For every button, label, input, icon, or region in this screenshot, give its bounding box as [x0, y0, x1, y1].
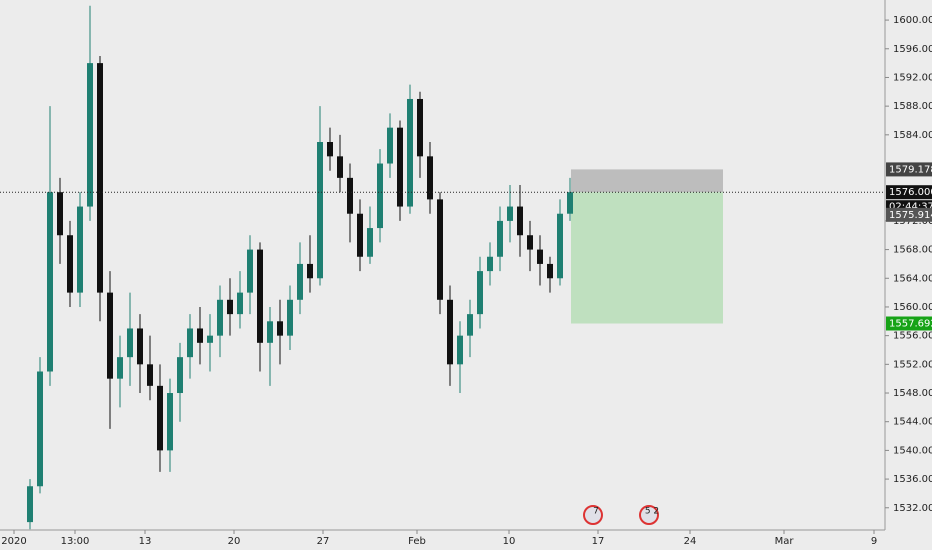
candle-body	[27, 486, 33, 523]
candle-body	[397, 127, 403, 207]
candle-body	[357, 213, 363, 257]
x-tick-label: 27	[317, 536, 330, 547]
price-label: 1557.692	[889, 319, 932, 330]
candle-body	[107, 292, 113, 379]
price-label: 1576.000	[889, 187, 932, 198]
price-label: 1579.178	[889, 164, 932, 175]
candle-body	[537, 249, 543, 264]
y-tick-label: 1568.000	[893, 245, 932, 256]
candle-body	[237, 292, 243, 315]
target-zone	[571, 192, 723, 324]
candle-body	[557, 213, 563, 279]
candle-body	[507, 206, 513, 221]
candle-body	[517, 206, 523, 236]
x-tick-label: 17	[592, 536, 605, 547]
candle-body	[227, 299, 233, 315]
x-tick-label: Feb	[408, 536, 426, 547]
countdown: 02:44:37	[889, 202, 932, 213]
x-tick-label: 24	[684, 536, 697, 547]
price-label-box	[886, 162, 932, 177]
candle-body	[267, 321, 273, 343]
candle-body	[257, 249, 263, 343]
event-icon	[639, 505, 659, 525]
candle-body	[147, 364, 153, 386]
candle-body	[87, 63, 93, 207]
candle-body	[307, 263, 313, 279]
candle-body	[97, 63, 103, 293]
x-tick-label: 9	[871, 536, 877, 547]
x-tick-label: 13:00	[61, 536, 90, 547]
event-icon	[583, 505, 603, 525]
candle-body	[217, 299, 223, 336]
candle-body	[377, 163, 383, 229]
price-label-box	[886, 316, 932, 331]
candle-body	[117, 357, 123, 379]
event-label: 5 2	[645, 507, 659, 517]
candle-body	[37, 371, 43, 487]
candle-body	[287, 299, 293, 336]
candle-body	[177, 357, 183, 394]
candle-body	[337, 156, 343, 178]
candle-body	[317, 142, 323, 279]
candle-body	[297, 263, 303, 300]
y-tick-label: 1600.000	[893, 15, 932, 26]
candle-body	[167, 393, 173, 451]
stop-zone	[571, 169, 723, 193]
candle-body	[197, 328, 203, 343]
candle-body	[547, 263, 553, 279]
candle-body	[367, 228, 373, 257]
candle-body	[427, 156, 433, 200]
candle-body	[527, 235, 533, 250]
candle-body	[447, 299, 453, 365]
price-label: 1575.914	[889, 210, 932, 221]
y-tick-label: 1592.000	[893, 72, 932, 83]
candle-body	[327, 142, 333, 157]
candle-body	[187, 328, 193, 358]
y-tick-label: 1540.000	[893, 445, 932, 456]
candle-body	[247, 249, 253, 293]
candle-body	[77, 206, 83, 293]
y-tick-label: 1552.000	[893, 359, 932, 370]
candle-body	[347, 177, 353, 214]
y-tick-label: 1532.000	[893, 503, 932, 514]
price-label-box	[886, 185, 932, 200]
event-label: 7	[593, 507, 599, 517]
y-tick-label: 1564.000	[893, 273, 932, 284]
candle-body	[47, 192, 53, 372]
y-tick-label: 1536.000	[893, 474, 932, 485]
candle-body	[157, 385, 163, 451]
y-tick-label: 1588.000	[893, 101, 932, 112]
price-label-box	[886, 207, 932, 222]
x-tick-label: 13	[139, 536, 152, 547]
candle-body	[67, 235, 73, 293]
y-tick-label: 1544.000	[893, 417, 932, 428]
candle-body	[407, 98, 413, 207]
candle-body	[477, 271, 483, 315]
x-tick-label: 10	[503, 536, 516, 547]
candle-body	[387, 127, 393, 164]
candle-body	[417, 98, 423, 157]
y-tick-label: 1560.000	[893, 302, 932, 313]
candle-body	[467, 314, 473, 336]
candle-body	[127, 328, 133, 358]
candle-body	[57, 192, 63, 236]
x-tick-label: 20	[228, 536, 241, 547]
candle-body	[567, 192, 573, 214]
candle-body	[457, 335, 463, 365]
y-tick-label: 1548.000	[893, 388, 932, 399]
x-tick-label: 2020	[1, 536, 26, 547]
candle-body	[497, 220, 503, 257]
y-tick-label: 1596.000	[893, 44, 932, 55]
candle-body	[487, 256, 493, 272]
candle-body	[277, 321, 283, 336]
x-tick-label: Mar	[775, 536, 795, 547]
candle-body	[207, 335, 213, 343]
y-tick-label: 1556.000	[893, 331, 932, 342]
y-tick-label: 1584.000	[893, 130, 932, 141]
candle-body	[437, 199, 443, 300]
candle-body	[137, 328, 143, 365]
